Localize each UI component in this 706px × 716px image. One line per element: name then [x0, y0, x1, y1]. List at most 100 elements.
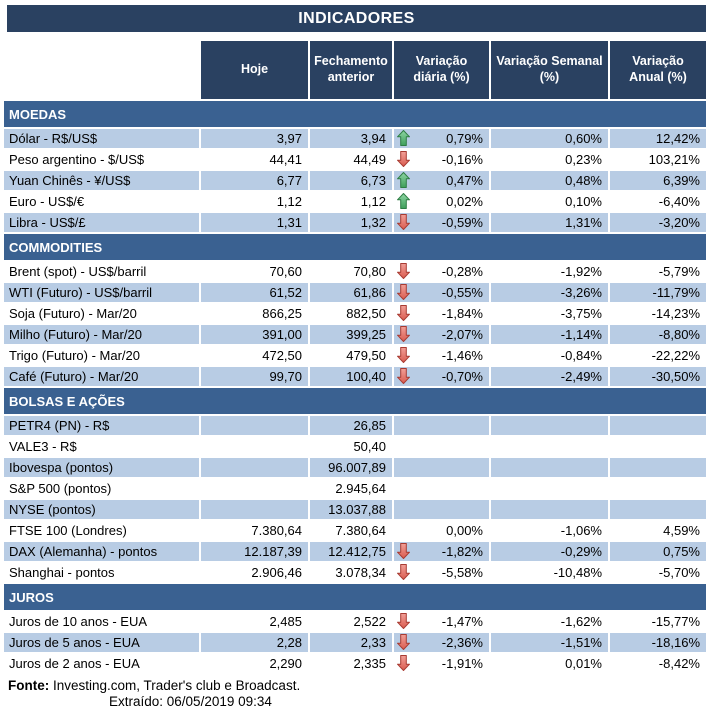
variacao-semanal-value: 0,60% [491, 129, 608, 148]
hoje-value: 1,31 [201, 213, 308, 232]
report-title: INDICADORES [298, 9, 415, 27]
down-arrow-icon [397, 564, 410, 580]
variacao-semanal-value: -1,92% [491, 262, 608, 281]
row-label: Trigo (Futuro) - Mar/20 [4, 346, 199, 365]
up-arrow-icon [397, 172, 410, 188]
hoje-value [201, 500, 308, 519]
variacao-diaria-cell: -1,47% [394, 612, 489, 631]
variacao-diaria-value: -1,91% [441, 656, 483, 671]
variacao-diaria-value: -2,36% [441, 635, 483, 650]
variacao-diaria-cell: 0,02% [394, 192, 489, 211]
variacao-semanal-value: 0,48% [491, 171, 608, 190]
down-arrow-icon [397, 263, 410, 279]
row-label: Shanghai - pontos [4, 563, 199, 582]
fechamento-anterior-value: 61,86 [310, 283, 392, 302]
row-label: Peso argentino - $/US$ [4, 150, 199, 169]
row-label: Milho (Futuro) - Mar/20 [4, 325, 199, 344]
variacao-anual-value: -5,79% [610, 262, 706, 281]
hoje-value [201, 416, 308, 435]
variacao-diaria-cell [394, 500, 489, 519]
variacao-diaria-value: -0,70% [441, 369, 483, 384]
down-arrow-icon [397, 326, 410, 342]
variacao-diaria-cell: -1,82% [394, 542, 489, 561]
variacao-diaria-cell: -0,70% [394, 367, 489, 386]
report-title-bar: INDICADORES [7, 5, 706, 32]
variacao-diaria-value: 0,47% [446, 173, 483, 188]
hoje-value: 2.906,46 [201, 563, 308, 582]
variacao-anual-value: 0,75% [610, 542, 706, 561]
row-label: Yuan Chinês - ¥/US$ [4, 171, 199, 190]
variacao-diaria-cell: -0,55% [394, 283, 489, 302]
up-arrow-icon [397, 130, 410, 146]
down-arrow-icon [397, 214, 410, 230]
variacao-diaria-cell [394, 458, 489, 477]
variacao-anual-value: -6,40% [610, 192, 706, 211]
source-label: Fonte: [8, 678, 50, 693]
fechamento-anterior-value: 70,80 [310, 262, 392, 281]
variacao-anual-value: -14,23% [610, 304, 706, 323]
variacao-semanal-value: -2,49% [491, 367, 608, 386]
up-arrow-icon [397, 193, 410, 209]
variacao-semanal-value: 0,01% [491, 654, 608, 673]
hoje-value: 1,12 [201, 192, 308, 211]
fechamento-anterior-value: 2,335 [310, 654, 392, 673]
hoje-value: 391,00 [201, 325, 308, 344]
row-label: Euro - US$/€ [4, 192, 199, 211]
column-header-variacao-anual: Variação Anual (%) [610, 41, 706, 99]
variacao-diaria-value: -1,84% [441, 306, 483, 321]
variacao-diaria-value: -2,07% [441, 327, 483, 342]
variacao-diaria-value: -5,58% [441, 565, 483, 580]
hoje-value: 866,25 [201, 304, 308, 323]
row-label: Libra - US$/£ [4, 213, 199, 232]
report-footer: Fonte: Investing.com, Trader's club e Br… [4, 678, 706, 710]
fechamento-anterior-value: 12.412,75 [310, 542, 392, 561]
section-header-juros: JUROS [4, 584, 706, 610]
variacao-diaria-cell: -2,07% [394, 325, 489, 344]
variacao-diaria-cell: -1,91% [394, 654, 489, 673]
variacao-diaria-cell [394, 416, 489, 435]
column-header-variacao-semanal: Variação Semanal (%) [491, 41, 608, 99]
row-label: Café (Futuro) - Mar/20 [4, 367, 199, 386]
row-label: DAX (Alemanha) - pontos [4, 542, 199, 561]
down-arrow-icon [397, 151, 410, 167]
variacao-anual-value: -8,80% [610, 325, 706, 344]
variacao-diaria-value: -0,59% [441, 215, 483, 230]
variacao-semanal-value [491, 437, 608, 456]
variacao-diaria-cell: -0,16% [394, 150, 489, 169]
down-arrow-icon [397, 347, 410, 363]
variacao-anual-value: -30,50% [610, 367, 706, 386]
fechamento-anterior-value: 1,12 [310, 192, 392, 211]
row-label: Dólar - R$/US$ [4, 129, 199, 148]
variacao-anual-value: -15,77% [610, 612, 706, 631]
section-header-commodities: COMMODITIES [4, 234, 706, 260]
variacao-semanal-value [491, 500, 608, 519]
variacao-diaria-cell: 0,79% [394, 129, 489, 148]
fechamento-anterior-value: 2,522 [310, 612, 392, 631]
variacao-diaria-value: 0,79% [446, 131, 483, 146]
variacao-anual-value: -8,42% [610, 654, 706, 673]
row-label: FTSE 100 (Londres) [4, 521, 199, 540]
variacao-semanal-value: -3,26% [491, 283, 608, 302]
fechamento-anterior-value: 50,40 [310, 437, 392, 456]
hoje-value [201, 437, 308, 456]
variacao-semanal-value: -1,51% [491, 633, 608, 652]
variacao-anual-value: 4,59% [610, 521, 706, 540]
hoje-value: 2,28 [201, 633, 308, 652]
variacao-semanal-value: 0,10% [491, 192, 608, 211]
variacao-anual-value [610, 416, 706, 435]
fechamento-anterior-value: 3,94 [310, 129, 392, 148]
section-header-bolsas-e-acoes: BOLSAS E AÇÕES [4, 388, 706, 414]
variacao-diaria-cell: -0,28% [394, 262, 489, 281]
variacao-diaria-value: -0,55% [441, 285, 483, 300]
variacao-anual-value: 6,39% [610, 171, 706, 190]
row-label: WTI (Futuro) - US$/barril [4, 283, 199, 302]
column-header-variacao-diaria: Variação diária (%) [394, 41, 489, 99]
column-header-fechamento-anterior: Fechamento anterior [310, 41, 392, 99]
variacao-diaria-value: 0,00% [446, 523, 483, 538]
extracted-line: Extraído: 06/05/2019 09:34 [109, 694, 706, 710]
hoje-value: 12.187,39 [201, 542, 308, 561]
hoje-value: 2,290 [201, 654, 308, 673]
variacao-anual-value: -11,79% [610, 283, 706, 302]
variacao-semanal-value [491, 458, 608, 477]
hoje-value: 472,50 [201, 346, 308, 365]
